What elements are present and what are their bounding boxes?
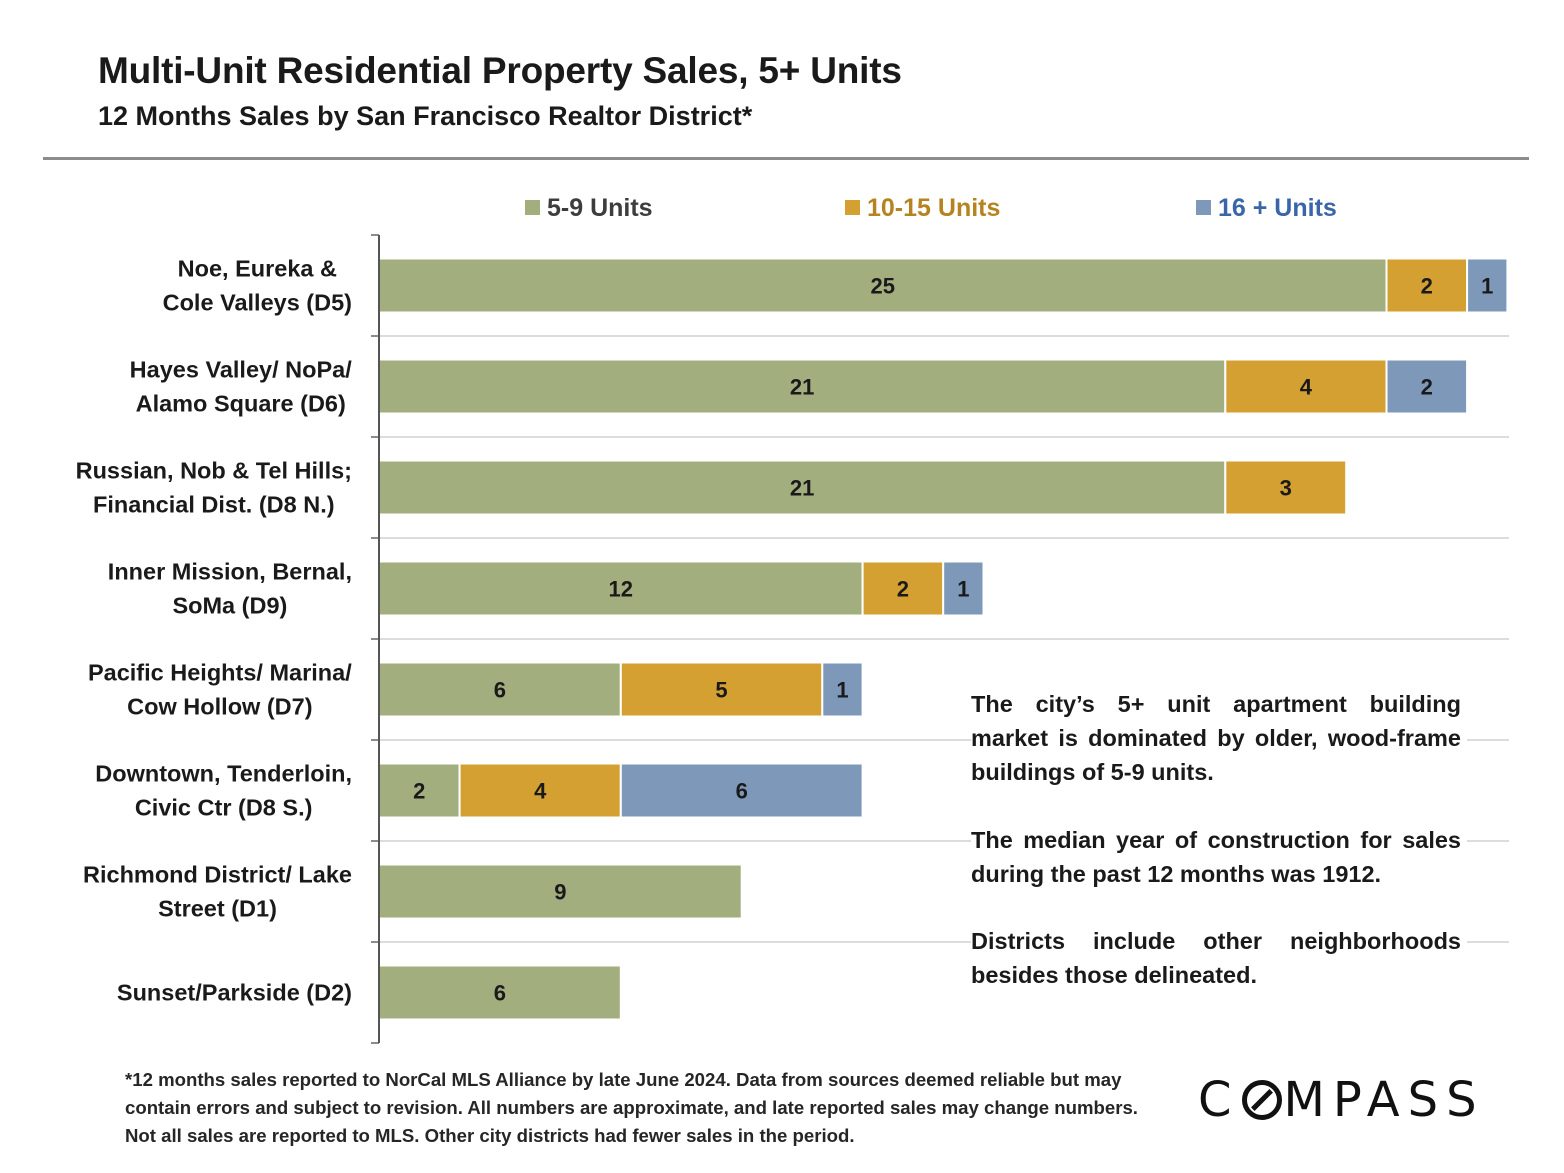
note-districts: Districts include other neighborhoods be…: [971, 924, 1467, 992]
bar-segment: [378, 257, 1388, 314]
note-market: The city’s 5+ unit apartment building ma…: [971, 687, 1467, 789]
compass-o-icon: [1241, 1080, 1282, 1120]
bar-segment: [619, 661, 824, 718]
category-label: Sunset/Parkside (D2): [117, 980, 352, 1006]
compass-logo: C MPASS: [1198, 1072, 1485, 1128]
bar-segment: [619, 762, 864, 819]
category-label: Downtown, Tenderloin, Civic Ctr (D8 S.): [95, 761, 352, 821]
data-label: 6: [494, 678, 506, 703]
bar-segment: [821, 661, 864, 718]
category-label: Inner Mission, Bernal, SoMa (D9): [108, 559, 352, 619]
bar-segment: [378, 661, 622, 718]
bar-segment: [1224, 459, 1348, 516]
logo-text-end: MPASS: [1283, 1072, 1485, 1128]
category-label: Noe, Eureka & Cole Valleys (D5): [163, 256, 352, 316]
data-label: 4: [534, 779, 547, 804]
category-label: Richmond District/ Lake Street (D1): [83, 862, 352, 922]
data-label: 2: [413, 779, 425, 804]
category-label: Russian, Nob & Tel Hills; Financial Dist.…: [76, 458, 352, 518]
data-label: 4: [1300, 375, 1313, 400]
footnote: *12 months sales reported to NorCal MLS …: [125, 1069, 1138, 1146]
bar-segment: [378, 459, 1227, 516]
chart-subtitle: 12 Months Sales by San Francisco Realtor…: [98, 101, 753, 131]
data-label: 2: [1421, 274, 1433, 299]
legend-label: 16 + Units: [1218, 194, 1337, 222]
category-label: Pacific Heights/ Marina/Cow Hollow (D7): [88, 660, 352, 720]
chart-title: Multi-Unit Residential Property Sales, 5…: [98, 50, 902, 91]
legend-label: 5-9 Units: [547, 194, 653, 222]
data-label: 1: [836, 678, 848, 703]
data-label: 6: [494, 981, 506, 1006]
data-label: 1: [1481, 274, 1493, 299]
logo-text-start: C: [1198, 1072, 1240, 1128]
data-label: 3: [1280, 476, 1292, 501]
note-median-year: The median year of construction for sale…: [971, 823, 1467, 891]
data-label: 2: [897, 577, 909, 602]
bar-segment: [378, 762, 461, 819]
data-label: 21: [790, 476, 814, 501]
data-label: 12: [609, 577, 633, 602]
bar-segment: [1466, 257, 1509, 314]
legend-label: 10-15 Units: [867, 194, 1000, 222]
data-label: 21: [790, 375, 814, 400]
bar-segment: [1224, 358, 1388, 415]
data-label: 9: [554, 880, 566, 905]
legend-swatch: [525, 200, 540, 215]
bar-segment: [1385, 358, 1469, 415]
data-label: 1: [957, 577, 969, 602]
bar-segment: [378, 863, 743, 920]
bar-segment: [458, 762, 622, 819]
bar-segment: [942, 560, 985, 617]
category-label: Hayes Valley/ NoPa/Alamo Square (D6): [130, 357, 353, 417]
bar-segment: [378, 964, 622, 1021]
legend-swatch: [845, 200, 860, 215]
header-divider: [43, 157, 1529, 160]
data-label: 6: [736, 779, 748, 804]
data-label: 25: [871, 274, 895, 299]
data-label: 5: [715, 678, 727, 703]
data-label: 2: [1421, 375, 1433, 400]
legend-swatch: [1196, 200, 1211, 215]
